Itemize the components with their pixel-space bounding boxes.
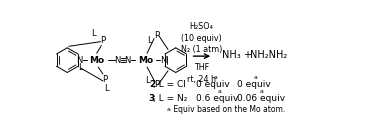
- Text: a: a: [254, 75, 257, 80]
- Text: +: +: [243, 50, 251, 60]
- Text: THF: THF: [194, 63, 209, 72]
- Text: N: N: [115, 56, 121, 65]
- Text: Mo: Mo: [138, 56, 153, 65]
- Text: L: L: [104, 84, 108, 93]
- Text: 0.6 equiv: 0.6 equiv: [196, 94, 239, 103]
- Text: 2: 2: [149, 80, 155, 89]
- Text: (10 equiv): (10 equiv): [181, 34, 222, 43]
- Text: a: a: [166, 107, 170, 112]
- Text: a: a: [213, 75, 217, 80]
- Text: P: P: [154, 80, 159, 89]
- Text: a: a: [260, 89, 264, 94]
- Text: ; L = N₂: ; L = N₂: [153, 94, 187, 103]
- Text: H₂SO₄: H₂SO₄: [189, 22, 213, 31]
- Text: a: a: [217, 89, 221, 94]
- Text: L: L: [147, 36, 152, 45]
- Text: P: P: [102, 75, 107, 84]
- Text: N: N: [125, 56, 131, 65]
- Text: L: L: [145, 76, 150, 85]
- Text: P: P: [100, 36, 106, 45]
- Text: 0 equiv: 0 equiv: [237, 80, 270, 89]
- Text: ; L = Cl: ; L = Cl: [153, 80, 186, 89]
- Text: N: N: [160, 56, 167, 65]
- Text: L: L: [78, 63, 83, 72]
- Text: NH₂NH₂: NH₂NH₂: [250, 50, 287, 60]
- Text: Mo: Mo: [89, 56, 104, 65]
- Text: Equiv based on the Mo atom.: Equiv based on the Mo atom.: [171, 105, 285, 114]
- Text: 0.06 equiv: 0.06 equiv: [237, 94, 285, 103]
- Text: N: N: [77, 56, 83, 65]
- Text: 3: 3: [149, 94, 155, 103]
- Text: N₂ (1 atm): N₂ (1 atm): [181, 45, 222, 54]
- Text: 0 equiv: 0 equiv: [196, 80, 230, 89]
- Text: P: P: [155, 31, 160, 40]
- Text: NH₃: NH₃: [222, 50, 240, 60]
- Text: L: L: [91, 30, 96, 38]
- Text: rt, 24 h: rt, 24 h: [187, 75, 216, 84]
